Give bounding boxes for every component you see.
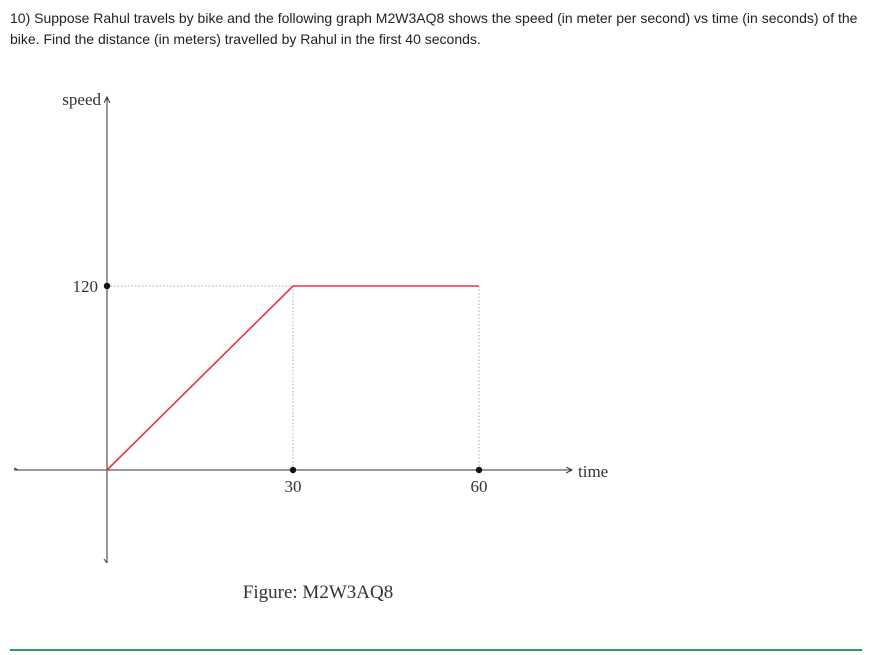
bottom-divider xyxy=(10,649,862,651)
speed-time-graph: speed time 120 30 60 Figure: M2W3AQ8 xyxy=(13,90,608,603)
y-axis-bottom-tail xyxy=(103,558,108,564)
x-axis-label: time xyxy=(578,462,608,481)
x-tick-dot xyxy=(289,466,297,474)
x-tick-dot xyxy=(475,466,483,474)
y-tick-label: 120 xyxy=(73,277,99,296)
speed-series-line xyxy=(106,285,479,471)
y-axis-label: speed xyxy=(62,90,101,109)
y-tick-dot xyxy=(103,282,111,290)
figure-caption: Figure: M2W3AQ8 xyxy=(243,582,393,603)
x-tick-label: 60 xyxy=(471,477,488,496)
x-axis-left-tail xyxy=(13,467,19,471)
question-text: 10) Suppose Rahul travels by bike and th… xyxy=(10,10,858,47)
x-tick-label: 30 xyxy=(285,477,302,496)
